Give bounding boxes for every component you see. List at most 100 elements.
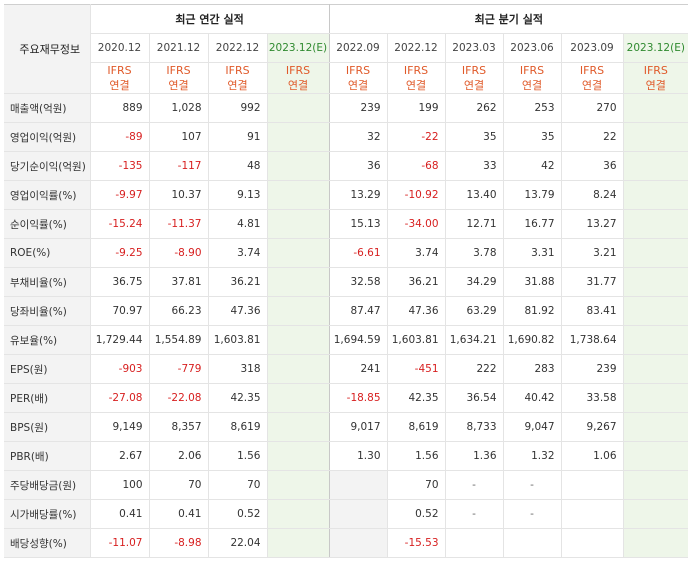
table-cell — [622, 354, 689, 384]
table-cell: 36.21 — [207, 267, 267, 297]
table-cell — [622, 499, 689, 529]
table-cell: 3.74 — [386, 238, 446, 268]
table-cell: 70.97 — [89, 296, 149, 326]
table-cell: 36.75 — [89, 267, 149, 297]
table-cell: -9.97 — [89, 180, 149, 210]
ifrs-label: IFRS 연결 — [502, 62, 562, 94]
table-cell: 0.52 — [207, 499, 267, 529]
row-label: 매출액(억원) — [4, 93, 90, 123]
table-cell: - — [502, 470, 562, 500]
table-cell: 283 — [502, 354, 562, 384]
period-header: 2023.12(E) — [622, 33, 689, 63]
financial-summary-table: 주요재무정보 최근 연간 실적 최근 분기 실적 2020.12 2021.12 2… — [4, 4, 689, 558]
table-cell — [266, 528, 330, 558]
row-label: 배당성향(%) — [4, 528, 90, 558]
table-row: 부채비율(%) 36.75 37.81 36.21 32.58 36.21 34.29 31.… — [4, 267, 689, 297]
table-cell: 8.24 — [560, 180, 624, 210]
table-cell: 31.88 — [502, 267, 562, 297]
table-cell: 1,634.21 — [444, 325, 504, 355]
row-label: BPS(원) — [4, 412, 90, 442]
table-cell: 9,017 — [328, 412, 388, 442]
table-cell — [622, 470, 689, 500]
ifrs-label: IFRS 연결 — [207, 62, 267, 94]
table-row: 매출액(억원) 889 1,028 992 239 199 262 253 270 — [4, 93, 689, 123]
table-cell: 1,603.81 — [386, 325, 446, 355]
table-cell: -8.98 — [148, 528, 208, 558]
row-label: 당좌비율(%) — [4, 296, 90, 326]
row-label: 부채비율(%) — [4, 267, 90, 297]
table-row: 영업이익률(%) -9.97 10.37 9.13 13.29 -10.92 13.40 13… — [4, 180, 689, 210]
table-cell: 16.77 — [502, 209, 562, 239]
table-cell: 70 — [148, 470, 208, 500]
table-cell: 8,733 — [444, 412, 504, 442]
table-cell: 1,690.82 — [502, 325, 562, 355]
table-cell — [266, 238, 330, 268]
table-cell: 32.58 — [328, 267, 388, 297]
table-row: PER(배) -27.08 -22.08 42.35 -18.85 42.35 36.54 4… — [4, 383, 689, 413]
table-cell: 1,554.89 — [148, 325, 208, 355]
table-cell — [266, 267, 330, 297]
period-header-row: 2020.12 2021.12 2022.12 2023.12(E) 2022.09 20… — [4, 33, 689, 63]
table-cell — [622, 180, 689, 210]
table-cell: 9,267 — [560, 412, 624, 442]
table-cell: 1,694.59 — [328, 325, 388, 355]
table-row: 유보율(%) 1,729.44 1,554.89 1,603.81 1,694.59 1,… — [4, 325, 689, 355]
table-cell — [622, 412, 689, 442]
table-cell — [622, 151, 689, 181]
table-cell: 22.04 — [207, 528, 267, 558]
table-cell: 889 — [89, 93, 149, 123]
table-cell — [622, 528, 689, 558]
table-cell: -27.08 — [89, 383, 149, 413]
table-cell: -9.25 — [89, 238, 149, 268]
table-cell: -18.85 — [328, 383, 388, 413]
table-cell: 91 — [207, 122, 267, 152]
table-row: EPS(원) -903 -779 318 241 -451 222 283 239 — [4, 354, 689, 384]
table-cell: 2.67 — [89, 441, 149, 471]
table-cell: 66.23 — [148, 296, 208, 326]
row-label: 당기순이익(억원) — [4, 151, 90, 181]
ifrs-label: IFRS 연결 — [89, 62, 149, 94]
table-cell: 1.56 — [386, 441, 446, 471]
table-cell: 42 — [502, 151, 562, 181]
row-label: 영업이익률(%) — [4, 180, 90, 210]
table-cell — [622, 122, 689, 152]
table-cell: 15.13 — [328, 209, 388, 239]
table-cell — [622, 325, 689, 355]
table-cell: - — [444, 470, 504, 500]
period-header: 2020.12 — [89, 33, 149, 63]
table-cell: -135 — [89, 151, 149, 181]
row-label: 순이익률(%) — [4, 209, 90, 239]
period-header: 2022.09 — [328, 33, 388, 63]
table-cell: 32 — [328, 122, 388, 152]
table-cell: 1.36 — [444, 441, 504, 471]
table-cell — [560, 470, 624, 500]
table-cell: 13.40 — [444, 180, 504, 210]
table-cell: 222 — [444, 354, 504, 384]
table-cell: 83.41 — [560, 296, 624, 326]
table-cell: 1.32 — [502, 441, 562, 471]
table-cell: 22 — [560, 122, 624, 152]
table-cell: 8,357 — [148, 412, 208, 442]
table-cell: 1.06 — [560, 441, 624, 471]
table-cell: 40.42 — [502, 383, 562, 413]
table-cell — [622, 383, 689, 413]
table-cell — [622, 238, 689, 268]
table-cell — [266, 499, 330, 529]
table-cell: 1.56 — [207, 441, 267, 471]
table-row: 주당배당금(원) 100 70 70 70- - — [4, 470, 689, 500]
table-cell: 37.81 — [148, 267, 208, 297]
table-cell: 34.29 — [444, 267, 504, 297]
table-row: 배당성향(%) -11.07 -8.98 22.04 -15.53 — [4, 528, 689, 558]
table-cell: -89 — [89, 122, 149, 152]
table-cell: 70 — [386, 470, 446, 500]
table-cell: 42.35 — [386, 383, 446, 413]
table-cell: 47.36 — [386, 296, 446, 326]
table-cell: 8,619 — [207, 412, 267, 442]
table-cell: 1,738.64 — [560, 325, 624, 355]
table-cell: 239 — [328, 93, 388, 123]
table-cell: 13.79 — [502, 180, 562, 210]
table-cell — [560, 528, 624, 558]
corner-label: 주요재무정보 — [4, 4, 90, 94]
row-label: ROE(%) — [4, 238, 90, 268]
table-cell: -68 — [386, 151, 446, 181]
